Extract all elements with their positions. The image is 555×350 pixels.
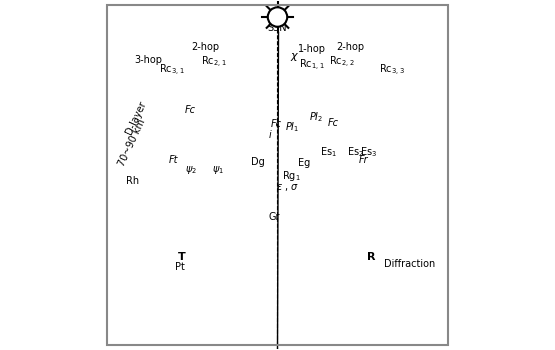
Text: Fc: Fc: [271, 119, 282, 128]
Text: Fc: Fc: [184, 105, 195, 115]
Text: Gr: Gr: [268, 212, 280, 222]
Text: $\psi_1$: $\psi_1$: [211, 164, 224, 176]
Text: Es$_2$: Es$_2$: [347, 145, 364, 159]
Text: T: T: [178, 252, 186, 262]
Text: R: R: [367, 252, 375, 262]
Circle shape: [268, 7, 287, 27]
Text: 70~90 km: 70~90 km: [117, 118, 148, 168]
Text: $\chi$: $\chi$: [290, 51, 300, 63]
Text: Rh: Rh: [126, 176, 139, 186]
Text: $\psi_2$: $\psi_2$: [185, 164, 197, 176]
Text: $i$: $i$: [268, 128, 273, 140]
Text: Rc$_{3,1}$: Rc$_{3,1}$: [159, 63, 185, 78]
Text: 2-hop: 2-hop: [336, 42, 365, 51]
Text: Rc$_{3,3}$: Rc$_{3,3}$: [379, 63, 405, 78]
Text: D-layer: D-layer: [124, 99, 148, 136]
Text: Dg: Dg: [251, 157, 265, 167]
Text: SSN: SSN: [268, 23, 287, 33]
Text: Rg$_1$: Rg$_1$: [282, 169, 301, 183]
Text: Fr: Fr: [359, 155, 369, 166]
Text: $\varepsilon$ , $\sigma$: $\varepsilon$ , $\sigma$: [276, 182, 299, 193]
Text: 2-hop: 2-hop: [191, 42, 219, 51]
Text: Diffraction: Diffraction: [384, 259, 435, 269]
Text: Rc$_{2,1}$: Rc$_{2,1}$: [201, 55, 227, 70]
Text: PI$_1$: PI$_1$: [285, 120, 300, 134]
Text: Fc: Fc: [327, 118, 339, 128]
Text: 1-hop: 1-hop: [297, 44, 326, 54]
Text: Ft: Ft: [169, 155, 178, 166]
Text: Rc$_{1,1}$: Rc$_{1,1}$: [299, 58, 325, 73]
Text: 3-hop: 3-hop: [134, 55, 162, 65]
Text: PI$_2$: PI$_2$: [309, 110, 324, 124]
Text: Es$_3$: Es$_3$: [360, 145, 377, 159]
Text: Pt: Pt: [175, 262, 185, 272]
Text: Es$_1$: Es$_1$: [320, 145, 337, 159]
Text: Eg: Eg: [297, 158, 310, 168]
Text: Rc$_{2,2}$: Rc$_{2,2}$: [329, 55, 355, 70]
